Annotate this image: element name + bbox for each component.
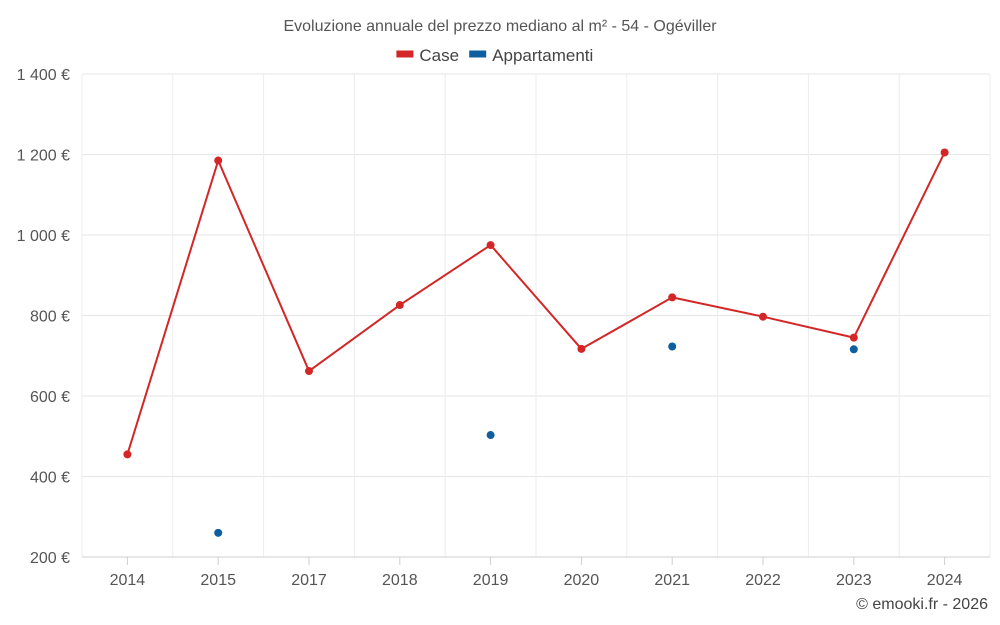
x-tick-label: 2022	[745, 572, 781, 589]
legend: Case Appartamenti	[396, 46, 593, 65]
series-appartamenti: Appartamenti 2015: 260 Appartamenti 2019:…	[214, 342, 858, 537]
x-tick-label: 2024	[927, 572, 963, 589]
data-point: Appartamenti 2019: 503	[486, 431, 495, 440]
x-tick-label: 2015	[200, 572, 236, 589]
x-tick-label: 2017	[291, 572, 327, 589]
y-tick-label: 400 €	[30, 470, 70, 487]
x-tick-label: 2023	[836, 572, 872, 589]
y-tick-label: 1 000 €	[17, 228, 70, 245]
data-point: Case 2015: 1185	[214, 156, 223, 165]
series-layer: Case 2014: 455 Case 2015: 1185 Case 2017: …	[123, 148, 949, 537]
data-point: Case 2019: 975	[486, 241, 495, 250]
grid	[81, 73, 991, 557]
y-tick-label: 1 200 €	[17, 148, 70, 165]
x-tick-label: 2021	[654, 572, 690, 589]
y-tick-label: 800 €	[30, 309, 70, 326]
x-axis-ticks: 2014 2015 2017 2018 2019 2020 2021 2022 2023 2024	[110, 557, 963, 589]
legend-item-appartamenti: Appartamenti	[469, 46, 593, 65]
data-point: Case 2022: 797	[759, 312, 767, 321]
data-point: Case 2018: 826	[395, 301, 404, 310]
legend-swatch	[469, 50, 487, 58]
x-tick-label: 2019	[473, 572, 509, 589]
legend-item-case: Case	[396, 46, 459, 65]
chart-title: Evoluzione annuale del prezzo mediano al…	[283, 18, 717, 35]
data-point: Case 2023: 745	[849, 333, 858, 342]
data-point: Case 2014: 455	[123, 450, 132, 459]
y-tick-label: 600 €	[30, 389, 70, 406]
legend-label: Case	[419, 46, 459, 65]
data-point: Case 2024: 1205	[940, 148, 949, 157]
data-point: Appartamenti 2015: 260	[214, 528, 223, 537]
data-point: Appartamenti 2021: 723	[668, 342, 677, 351]
y-tick-label: 200 €	[30, 550, 70, 567]
series-case: Case 2014: 455 Case 2015: 1185 Case 2017: …	[123, 148, 949, 459]
series-line	[126, 152, 946, 455]
credit-text: © emooki.fr - 2026	[856, 596, 988, 613]
data-point: Case 2020: 717	[577, 344, 586, 353]
y-axis-ticks: 200 € 400 € 600 € 800 € 1 000 € 1 200 € 1 400 …	[17, 67, 70, 567]
x-tick-label: 2020	[564, 572, 600, 589]
y-tick-label: 1 400 €	[17, 67, 70, 84]
x-tick-label: 2018	[382, 572, 418, 589]
legend-swatch	[396, 50, 414, 58]
data-point: Case 2017: 662	[305, 367, 313, 376]
data-point: Appartamenti 2023: 716	[849, 345, 858, 354]
legend-label: Appartamenti	[492, 46, 593, 65]
data-point: Case 2021: 845	[668, 293, 677, 302]
x-tick-label: 2014	[110, 572, 146, 589]
